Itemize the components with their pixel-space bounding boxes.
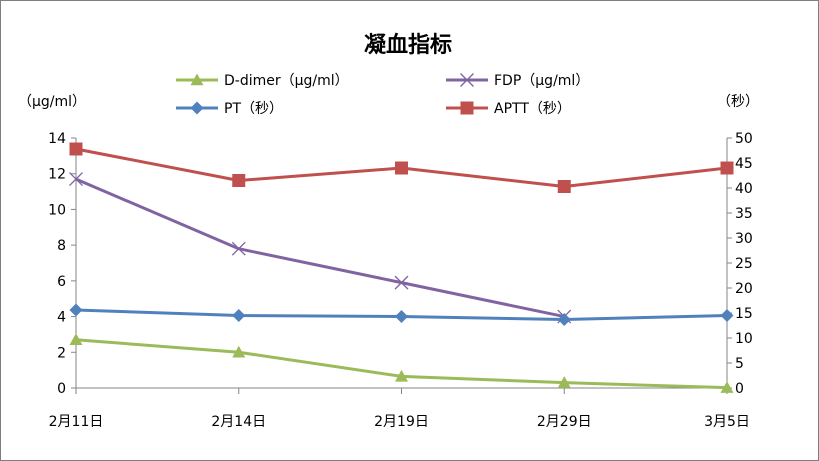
series-line: [75, 177, 565, 319]
series-3: [69, 142, 734, 193]
series-1: [69, 172, 572, 324]
legend: D-dimer（μg/ml） FDP（μg/ml） PT（秒） APTT（秒）: [176, 73, 589, 117]
legend-marker: [190, 101, 204, 115]
data-point: [232, 345, 246, 358]
right-tick-label: 30: [735, 231, 753, 247]
legend-item: APTT（秒）: [446, 101, 571, 117]
legend-label: D-dimer（μg/ml）: [224, 73, 349, 89]
data-point: [395, 161, 408, 175]
chart-title: 凝血指标: [364, 32, 452, 58]
data-point: [557, 313, 571, 326]
data-point: [69, 172, 83, 187]
data-point: [394, 275, 409, 290]
right-tick-label: 0: [735, 381, 744, 397]
legend-marker: [460, 101, 474, 115]
data-point: [395, 310, 408, 323]
left-tick-label: 14: [48, 131, 66, 147]
legend-item: FDP（μg/ml）: [446, 73, 589, 89]
left-tick-label: 2: [57, 345, 66, 361]
data-point: [69, 142, 83, 156]
legend-marker: [460, 73, 474, 87]
data-point: [720, 381, 734, 393]
axes: 0 2 4 6 8 10 12 14 0 5 10 15 20 25 30 35 40 45 50 2月11日 2月14…: [48, 131, 753, 430]
legend-item: D-dimer（μg/ml）: [176, 73, 349, 89]
left-tick-label: 6: [57, 274, 66, 290]
legend-marker-stroke: [460, 73, 474, 87]
legend-marker: [190, 73, 204, 86]
series-2: [69, 303, 734, 326]
left-tick-label: 10: [48, 202, 66, 218]
left-tick-label: 8: [57, 238, 66, 254]
data-point: [69, 333, 83, 345]
data-point: [395, 369, 408, 382]
legend-label: APTT（秒）: [494, 101, 571, 117]
x-tick-label: 3月5日: [704, 414, 750, 430]
x-tick-label: 2月29日: [537, 414, 592, 430]
data-point: [232, 174, 246, 187]
legend-item: PT（秒）: [176, 101, 283, 117]
data-point: [720, 309, 734, 322]
right-axis-unit: （秒）: [717, 94, 759, 110]
data-point-stroke: [394, 275, 409, 290]
data-point: [231, 241, 246, 256]
series-layer: [69, 142, 734, 393]
right-tick-label: 40: [735, 181, 753, 197]
right-tick-label: 10: [735, 331, 753, 347]
data-point: [557, 376, 571, 388]
right-tick-label: 45: [735, 156, 753, 172]
right-tick-label: 20: [735, 281, 753, 297]
left-axis-unit: （μg/ml）: [18, 94, 86, 110]
data-point: [720, 161, 734, 175]
right-tick-label: 15: [735, 306, 753, 322]
left-tick-label: 4: [57, 310, 66, 326]
series-0: [69, 333, 734, 393]
left-tick-label: 12: [48, 167, 66, 183]
data-point: [557, 180, 571, 193]
data-point: [69, 303, 83, 317]
x-tick-label: 2月19日: [374, 414, 429, 430]
x-tick-label: 2月14日: [211, 414, 266, 430]
x-tick-label: 2月11日: [49, 414, 104, 430]
legend-label: FDP（μg/ml）: [494, 73, 589, 89]
legend-label: PT（秒）: [224, 101, 283, 117]
right-tick-label: 50: [735, 131, 753, 147]
data-point-stroke: [69, 172, 83, 187]
data-point: [232, 309, 246, 322]
right-tick-label: 25: [735, 256, 753, 272]
right-tick-label: 5: [735, 356, 744, 372]
left-tick-label: 0: [57, 381, 66, 397]
data-point-stroke: [231, 241, 246, 256]
right-tick-label: 35: [735, 206, 753, 222]
